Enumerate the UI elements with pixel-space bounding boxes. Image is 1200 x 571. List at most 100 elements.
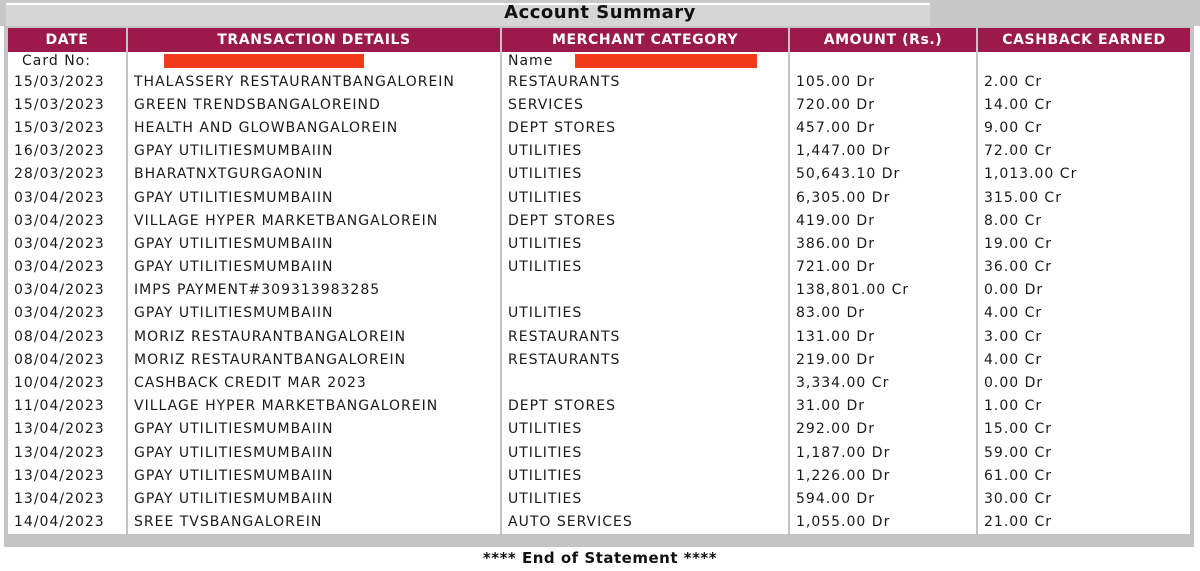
- transaction-details-cell: HEALTH AND GLOWBANGALOREIN: [128, 116, 500, 140]
- amount-cell: 1,187.00 Dr: [790, 441, 976, 465]
- merchant-category-cell: RESTAURANTS: [502, 325, 788, 349]
- merchant-category-cell: UTILITIES: [502, 162, 788, 186]
- card-number-redaction: [164, 54, 364, 68]
- table-row: 03/04/2023 IMPS PAYMENT#309313983285 138,8…: [8, 278, 1190, 302]
- cashback-cell: 15.00 Cr: [978, 417, 1190, 441]
- cashback-cell: 1,013.00 Cr: [978, 162, 1190, 186]
- cashback-cell: 1.00 Cr: [978, 394, 1190, 418]
- cashback-cell: 315.00 Cr: [978, 185, 1190, 210]
- amount-cell: 219.00 Dr: [790, 348, 976, 372]
- merchant-category-cell: UTILITIES: [502, 301, 788, 326]
- amount-cell: 721.00 Dr: [790, 255, 976, 279]
- transaction-details-cell: VILLAGE HYPER MARKETBANGALOREIN: [128, 209, 500, 233]
- amount-cell: 292.00 Dr: [790, 417, 976, 441]
- table-header-row: DATE TRANSACTION DETAILS MERCHANT CATEGO…: [8, 28, 1190, 52]
- cashback-cell: 3.00 Cr: [978, 325, 1190, 349]
- table-row: 14/04/2023 SREE TVSBANGALOREIN AUTO SERVIC…: [8, 510, 1190, 534]
- table-row: 16/03/2023 GPAY UTILITIESMUMBAIIN UTILITIE…: [8, 139, 1190, 163]
- amount-cell: 457.00 Dr: [790, 116, 976, 140]
- table-row: 03/04/2023 GPAY UTILITIESMUMBAIIN UTILITIE…: [8, 255, 1190, 279]
- transactions-table: DATE TRANSACTION DETAILS MERCHANT CATEGO…: [6, 28, 1192, 534]
- amount-cell: 105.00 Dr: [790, 70, 976, 94]
- amount-cell: 594.00 Dr: [790, 487, 976, 511]
- end-of-statement: **** End of Statement ****: [482, 549, 718, 567]
- date-cell: 10/04/2023: [8, 371, 126, 395]
- card-row-cashback-cell: [978, 52, 1190, 70]
- cashback-cell: 30.00 Cr: [978, 487, 1190, 511]
- transaction-details-cell: MORIZ RESTAURANTBANGALOREIN: [128, 325, 500, 349]
- date-cell: 15/03/2023: [8, 70, 126, 94]
- amount-cell: 1,447.00 Dr: [790, 139, 976, 163]
- date-cell: 14/04/2023: [8, 510, 126, 534]
- table-row: 08/04/2023 MORIZ RESTAURANTBANGALOREIN RES…: [8, 348, 1190, 372]
- date-cell: 03/04/2023: [8, 185, 126, 210]
- merchant-category-cell: DEPT STORES: [502, 209, 788, 233]
- transaction-details-cell: IMPS PAYMENT#309313983285: [128, 278, 500, 302]
- amount-cell: 50,643.10 Dr: [790, 162, 976, 186]
- transaction-details-cell: SREE TVSBANGALOREIN: [128, 510, 500, 534]
- table-row: 13/04/2023 GPAY UTILITIESMUMBAIIN UTILITIE…: [8, 464, 1190, 488]
- cashback-cell: 4.00 Cr: [978, 348, 1190, 372]
- cashback-cell: 61.00 Cr: [978, 464, 1190, 488]
- cashback-cell: 36.00 Cr: [978, 255, 1190, 279]
- table-row: 13/04/2023 GPAY UTILITIESMUMBAIIN UTILITIE…: [8, 487, 1190, 511]
- amount-cell: 386.00 Dr: [790, 232, 976, 256]
- merchant-category-cell: UTILITIES: [502, 185, 788, 210]
- table-row: 08/04/2023 MORIZ RESTAURANTBANGALOREIN RES…: [8, 325, 1190, 349]
- table-row: 28/03/2023 BHARATNXTGURGAONIN UTILITIES 50,…: [8, 162, 1190, 186]
- table-row: 13/04/2023 GPAY UTILITIESMUMBAIIN UTILITIE…: [8, 417, 1190, 441]
- table-row: 15/03/2023 HEALTH AND GLOWBANGALOREIN DEPT…: [8, 116, 1190, 140]
- transaction-details-cell: MORIZ RESTAURANTBANGALOREIN: [128, 348, 500, 372]
- cashback-cell: 0.00 Dr: [978, 278, 1190, 302]
- amount-cell: 138,801.00 Cr: [790, 278, 976, 302]
- date-cell: 13/04/2023: [8, 487, 126, 511]
- merchant-category-cell: RESTAURANTS: [502, 348, 788, 372]
- merchant-category-cell: DEPT STORES: [502, 116, 788, 140]
- header-cashback-earned: CASHBACK EARNED: [978, 28, 1190, 52]
- date-cell: 03/04/2023: [8, 209, 126, 233]
- cashback-cell: 8.00 Cr: [978, 209, 1190, 233]
- date-cell: 15/03/2023: [8, 116, 126, 140]
- transaction-details-cell: GPAY UTILITIESMUMBAIIN: [128, 487, 500, 511]
- amount-cell: 31.00 Dr: [790, 394, 976, 418]
- header-date: DATE: [8, 28, 126, 52]
- merchant-category-cell: AUTO SERVICES: [502, 510, 788, 534]
- merchant-category-cell: UTILITIES: [502, 232, 788, 256]
- merchant-category-cell: DEPT STORES: [502, 394, 788, 418]
- amount-cell: 1,226.00 Dr: [790, 464, 976, 488]
- date-cell: 03/04/2023: [8, 255, 126, 279]
- merchant-category-cell: [502, 278, 788, 302]
- transaction-details-cell: GPAY UTILITIESMUMBAIIN: [128, 417, 500, 441]
- merchant-category-cell: UTILITIES: [502, 441, 788, 465]
- transaction-details-cell: BHARATNXTGURGAONIN: [128, 162, 500, 186]
- amount-cell: 720.00 Dr: [790, 93, 976, 117]
- merchant-category-cell: UTILITIES: [502, 139, 788, 163]
- date-cell: 03/04/2023: [8, 232, 126, 256]
- date-cell: 15/03/2023: [8, 93, 126, 117]
- amount-cell: 6,305.00 Dr: [790, 185, 976, 210]
- date-cell: 13/04/2023: [8, 441, 126, 465]
- transaction-details-cell: GPAY UTILITIESMUMBAIIN: [128, 185, 500, 210]
- date-cell: 28/03/2023: [8, 162, 126, 186]
- transaction-details-cell: GPAY UTILITIESMUMBAIIN: [128, 464, 500, 488]
- cashback-cell: 2.00 Cr: [978, 70, 1190, 94]
- merchant-category-cell: UTILITIES: [502, 464, 788, 488]
- amount-cell: 83.00 Dr: [790, 301, 976, 326]
- cashback-cell: 4.00 Cr: [978, 301, 1190, 326]
- transaction-details-cell: GPAY UTILITIESMUMBAIIN: [128, 232, 500, 256]
- merchant-category-cell: UTILITIES: [502, 417, 788, 441]
- table-row: 13/04/2023 GPAY UTILITIESMUMBAIIN UTILITIE…: [8, 441, 1190, 465]
- transaction-details-cell: CASHBACK CREDIT MAR 2023: [128, 371, 500, 395]
- table-row: 11/04/2023 VILLAGE HYPER MARKETBANGALOREI…: [8, 394, 1190, 418]
- merchant-category-cell: [502, 371, 788, 395]
- transaction-details-cell: GPAY UTILITIESMUMBAIIN: [128, 139, 500, 163]
- card-number-label: Card No:: [22, 53, 91, 69]
- table-row: 15/03/2023 GREEN TRENDSBANGALOREIND SERVIC…: [8, 93, 1190, 117]
- date-cell: 13/04/2023: [8, 417, 126, 441]
- table-row: 03/04/2023 GPAY UTILITIESMUMBAIIN UTILITIE…: [8, 301, 1190, 326]
- merchant-category-cell: UTILITIES: [502, 487, 788, 511]
- amount-cell: 419.00 Dr: [790, 209, 976, 233]
- name-label: Name: [508, 53, 554, 69]
- cashback-cell: 9.00 Cr: [978, 116, 1190, 140]
- name-redaction: [575, 54, 758, 68]
